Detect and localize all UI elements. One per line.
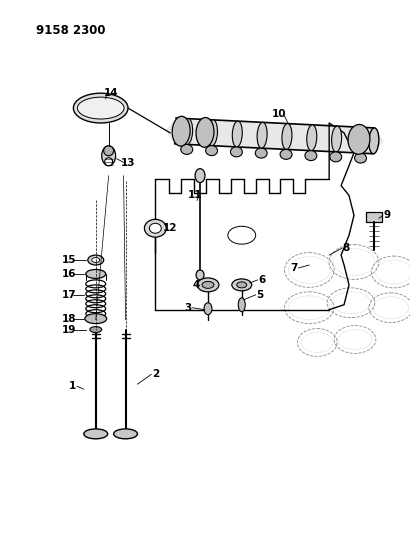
Text: 18: 18 — [62, 313, 76, 324]
Ellipse shape — [232, 121, 242, 147]
Ellipse shape — [282, 124, 292, 149]
Ellipse shape — [74, 93, 128, 123]
Ellipse shape — [280, 149, 292, 159]
Text: 14: 14 — [103, 88, 118, 98]
Ellipse shape — [172, 116, 190, 146]
Ellipse shape — [181, 144, 193, 155]
Ellipse shape — [102, 146, 115, 166]
Ellipse shape — [255, 148, 267, 158]
Ellipse shape — [231, 147, 242, 157]
Ellipse shape — [332, 126, 342, 152]
Ellipse shape — [208, 120, 217, 146]
Text: 5: 5 — [256, 290, 263, 300]
Polygon shape — [165, 118, 384, 154]
Ellipse shape — [113, 429, 137, 439]
Ellipse shape — [330, 152, 342, 162]
Text: 15: 15 — [62, 255, 76, 265]
Ellipse shape — [195, 168, 205, 183]
Text: 6: 6 — [258, 275, 265, 285]
Text: 17: 17 — [62, 290, 76, 300]
Ellipse shape — [356, 127, 367, 153]
Ellipse shape — [144, 219, 166, 237]
Circle shape — [81, 103, 91, 113]
Text: 9: 9 — [383, 211, 390, 220]
Text: 3: 3 — [185, 303, 192, 313]
Text: 19: 19 — [62, 325, 76, 335]
Ellipse shape — [202, 281, 214, 288]
Ellipse shape — [369, 128, 379, 154]
Ellipse shape — [204, 303, 212, 314]
Ellipse shape — [196, 117, 214, 147]
Ellipse shape — [232, 279, 252, 291]
Text: 9158 2300: 9158 2300 — [36, 23, 106, 37]
Text: 16: 16 — [62, 269, 76, 279]
Ellipse shape — [149, 223, 161, 233]
Ellipse shape — [305, 151, 317, 160]
Text: 8: 8 — [342, 243, 350, 253]
Circle shape — [111, 103, 120, 113]
Ellipse shape — [197, 278, 219, 292]
Text: 12: 12 — [163, 223, 178, 233]
Ellipse shape — [355, 153, 367, 163]
Text: 2: 2 — [152, 369, 159, 379]
Ellipse shape — [86, 270, 106, 278]
Ellipse shape — [237, 282, 247, 288]
Bar — [366, 212, 382, 222]
Ellipse shape — [257, 123, 267, 148]
Ellipse shape — [92, 257, 100, 263]
Text: 13: 13 — [121, 158, 136, 168]
Ellipse shape — [182, 119, 193, 144]
Ellipse shape — [90, 327, 102, 333]
Ellipse shape — [85, 314, 107, 324]
Ellipse shape — [84, 429, 108, 439]
Ellipse shape — [196, 270, 204, 280]
Text: 4: 4 — [192, 280, 200, 290]
Text: 11: 11 — [188, 190, 202, 200]
Text: 1: 1 — [69, 381, 76, 391]
Text: 10: 10 — [272, 109, 287, 119]
Ellipse shape — [105, 158, 113, 166]
Ellipse shape — [104, 146, 113, 156]
Ellipse shape — [88, 255, 104, 265]
Ellipse shape — [206, 146, 217, 156]
Text: 7: 7 — [291, 263, 298, 273]
Ellipse shape — [77, 97, 124, 119]
Ellipse shape — [307, 125, 317, 151]
Ellipse shape — [348, 125, 370, 154]
Ellipse shape — [238, 298, 245, 312]
